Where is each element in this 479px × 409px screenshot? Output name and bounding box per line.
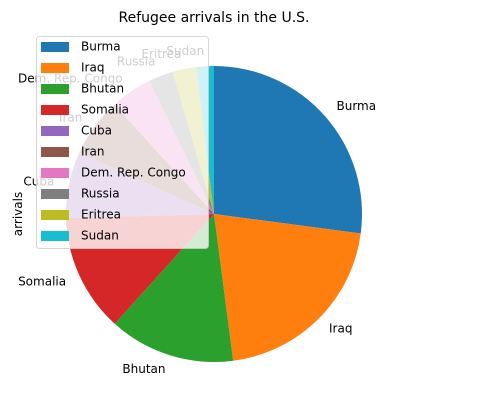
legend-label-burma: Burma — [81, 40, 121, 54]
legend-item-burma: Burma — [41, 40, 121, 54]
slice-label-bhutan: Bhutan — [122, 362, 165, 376]
legend-swatch-bhutan — [41, 84, 69, 94]
slice-label-burma: Burma — [337, 99, 377, 113]
legend-swatch-somalia — [41, 105, 69, 115]
legend-item-iraq: Iraq — [41, 61, 104, 75]
slice-label-somalia: Somalia — [18, 275, 66, 289]
legend-label-somalia: Somalia — [81, 103, 129, 117]
legend-swatch-iran — [41, 147, 69, 157]
legend-label-dem-rep-congo: Dem. Rep. Congo — [81, 166, 186, 180]
y-axis-label: arrivals — [11, 192, 25, 236]
legend-item-russia: Russia — [41, 187, 120, 201]
legend-swatch-burma — [41, 42, 69, 52]
chart-title: Refugee arrivals in the U.S. — [119, 10, 310, 26]
legend-swatch-eritrea — [41, 210, 69, 220]
legend-item-eritrea: Eritrea — [41, 208, 121, 222]
legend-swatch-sudan — [41, 231, 69, 241]
legend-label-bhutan: Bhutan — [81, 82, 124, 96]
legend-label-russia: Russia — [81, 187, 120, 201]
legend-swatch-cuba — [41, 126, 69, 136]
pie-slice-bhutan — [114, 214, 234, 362]
pie-slice-iraq — [214, 214, 361, 361]
legend-label-iran: Iran — [81, 145, 104, 159]
legend-frame — [36, 36, 209, 249]
legend-item-dem-rep-congo: Dem. Rep. Congo — [41, 166, 186, 180]
legend: Burma Iraq Bhutan Somalia Cuba Iran Dem. Rep. … — [36, 36, 209, 249]
legend-label-sudan: Sudan — [81, 229, 119, 243]
legend-label-iraq: Iraq — [81, 61, 104, 75]
legend-label-eritrea: Eritrea — [81, 208, 121, 222]
legend-item-somalia: Somalia — [41, 103, 129, 117]
legend-swatch-iraq — [41, 63, 69, 73]
legend-item-cuba: Cuba — [41, 124, 112, 138]
legend-item-bhutan: Bhutan — [41, 82, 124, 96]
legend-swatch-russia — [41, 189, 69, 199]
pie-slice-burma — [214, 66, 362, 234]
legend-item-sudan: Sudan — [41, 229, 119, 243]
slice-label-iraq: Iraq — [329, 322, 352, 336]
legend-swatch-dem-rep-congo — [41, 168, 69, 178]
legend-label-cuba: Cuba — [81, 124, 112, 138]
legend-item-iran: Iran — [41, 145, 104, 159]
